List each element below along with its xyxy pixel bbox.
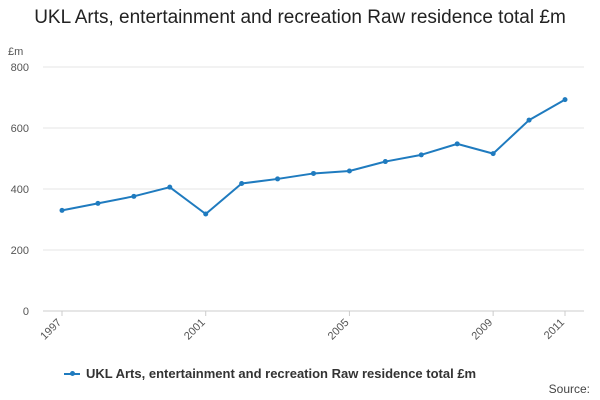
x-tick-label: 1997: [38, 317, 64, 343]
x-tick-label: 2001: [182, 317, 208, 343]
y-axis: 0 200 400 600 800 £m: [8, 46, 29, 318]
data-point: [454, 141, 460, 147]
data-point: [490, 151, 496, 157]
data-point: [167, 184, 173, 190]
data-point: [131, 193, 137, 199]
gridlines: [43, 66, 584, 312]
data-point: [95, 200, 101, 206]
y-axis-unit-label: £m: [8, 46, 23, 58]
series-layer: [59, 97, 568, 217]
data-point: [562, 97, 568, 103]
source-label: Source:: [548, 382, 590, 396]
data-point: [59, 207, 65, 213]
x-tick-label: 2005: [326, 317, 352, 343]
legend-line-marker-icon: [64, 370, 80, 376]
legend-label: UKL Arts, entertainment and recreation R…: [86, 366, 477, 381]
data-point: [382, 159, 388, 165]
data-point: [346, 168, 352, 174]
x-tick-label: 2011: [542, 317, 567, 342]
legend[interactable]: UKL Arts, entertainment and recreation R…: [64, 366, 476, 381]
data-point: [239, 181, 245, 187]
x-tick-label: 2009: [469, 317, 495, 343]
chart-title: UKL Arts, entertainment and recreation R…: [34, 7, 566, 28]
y-tick-label: 200: [11, 245, 29, 257]
y-tick-label: 0: [23, 306, 29, 318]
series-line: [61, 98, 566, 216]
data-point: [203, 211, 209, 217]
data-point: [418, 152, 424, 158]
data-point: [311, 170, 316, 176]
y-tick-label: 800: [11, 62, 29, 74]
data-point: [526, 117, 532, 123]
data-point: [275, 176, 281, 182]
y-tick-label: 600: [11, 123, 29, 135]
x-axis: 1997 2001 2005 2009 2011: [38, 311, 567, 342]
y-tick-label: 400: [11, 184, 29, 196]
